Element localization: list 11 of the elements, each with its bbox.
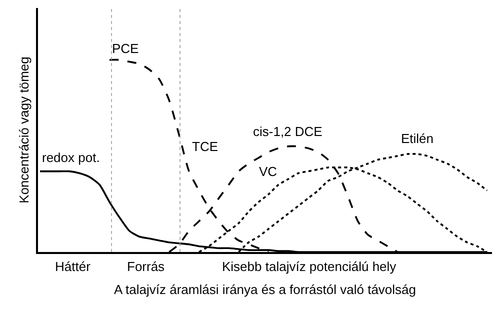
series-label: Etilén [401, 131, 434, 146]
series-label: PCE [112, 41, 140, 56]
series-label: cis-1,2 DCE [253, 124, 323, 139]
annotation: TCE [192, 139, 218, 154]
text: Háttér [55, 259, 92, 274]
series-label: VC [259, 164, 278, 179]
text: Kisebb talajvíz potenciálú hely [222, 259, 397, 274]
y-axis-title: Koncentráció vagy tömeg [16, 56, 32, 204]
series-label: redox pot. [42, 150, 100, 165]
x-axis-title: A talajvíz áramlási iránya és a forrástól való távolság [114, 282, 416, 298]
text: Forrás [127, 259, 166, 274]
